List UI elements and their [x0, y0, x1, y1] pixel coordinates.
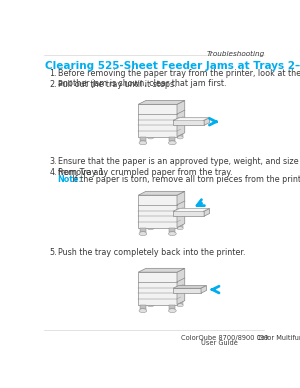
Polygon shape [173, 286, 206, 288]
Text: 2.: 2. [49, 80, 57, 89]
Bar [169, 227, 176, 232]
Ellipse shape [139, 141, 147, 145]
Bar [140, 305, 146, 309]
Ellipse shape [169, 141, 176, 145]
Bar [138, 195, 177, 227]
Bar [169, 305, 176, 309]
Ellipse shape [169, 309, 176, 313]
Text: 4.: 4. [49, 168, 57, 177]
Text: Remove any crumpled paper from the tray.: Remove any crumpled paper from the tray. [58, 168, 232, 177]
Bar [140, 137, 146, 141]
Ellipse shape [148, 304, 154, 307]
Bar [148, 224, 154, 227]
Text: 199: 199 [256, 334, 268, 341]
Ellipse shape [139, 309, 147, 313]
Bar [148, 301, 154, 305]
Ellipse shape [177, 304, 183, 307]
Bar [178, 133, 183, 137]
Polygon shape [138, 191, 185, 195]
Polygon shape [177, 191, 185, 227]
Ellipse shape [169, 232, 176, 236]
Text: Before removing the paper tray from the printer, look at the jam message on the : Before removing the paper tray from the … [58, 69, 300, 88]
Bar [169, 137, 176, 141]
Ellipse shape [148, 136, 154, 139]
Ellipse shape [177, 227, 183, 230]
Bar [173, 211, 204, 216]
Text: ColorQube 8700/8900 Color Multifunction Printer: ColorQube 8700/8900 Color Multifunction … [181, 334, 300, 341]
Bar [178, 224, 183, 227]
Ellipse shape [148, 227, 154, 230]
Polygon shape [201, 286, 206, 293]
Polygon shape [175, 118, 208, 120]
Text: 1.: 1. [49, 69, 57, 78]
Bar [140, 227, 146, 232]
Text: Ensure that the paper is an approved type, weight, and size for the tray. Print : Ensure that the paper is an approved typ… [58, 158, 300, 177]
Polygon shape [175, 209, 208, 211]
Text: Troubleshooting: Troubleshooting [206, 51, 265, 57]
Bar [173, 288, 201, 293]
Polygon shape [173, 209, 210, 211]
Text: If the paper is torn, remove all torn pieces from the printer.: If the paper is torn, remove all torn pi… [70, 175, 300, 184]
Bar [148, 133, 154, 137]
Polygon shape [138, 100, 185, 104]
Bar [173, 120, 204, 125]
Polygon shape [173, 118, 210, 120]
Bar [178, 301, 183, 305]
Text: 5.: 5. [49, 248, 57, 257]
Text: Pull out the tray until it stops.: Pull out the tray until it stops. [58, 80, 176, 89]
Bar [138, 272, 177, 305]
Polygon shape [177, 100, 185, 137]
Ellipse shape [177, 136, 183, 139]
Bar [138, 104, 177, 137]
Polygon shape [204, 118, 210, 125]
Polygon shape [138, 268, 185, 272]
Text: Push the tray completely back into the printer.: Push the tray completely back into the p… [58, 248, 245, 257]
Text: 3.: 3. [49, 158, 57, 166]
Text: User Guide: User Guide [201, 340, 238, 346]
Text: Note:: Note: [58, 175, 82, 184]
Text: Clearing 525-Sheet Feeder Jams at Trays 2–5: Clearing 525-Sheet Feeder Jams at Trays … [45, 61, 300, 71]
Polygon shape [204, 209, 210, 216]
Polygon shape [177, 268, 185, 305]
Ellipse shape [139, 232, 147, 236]
